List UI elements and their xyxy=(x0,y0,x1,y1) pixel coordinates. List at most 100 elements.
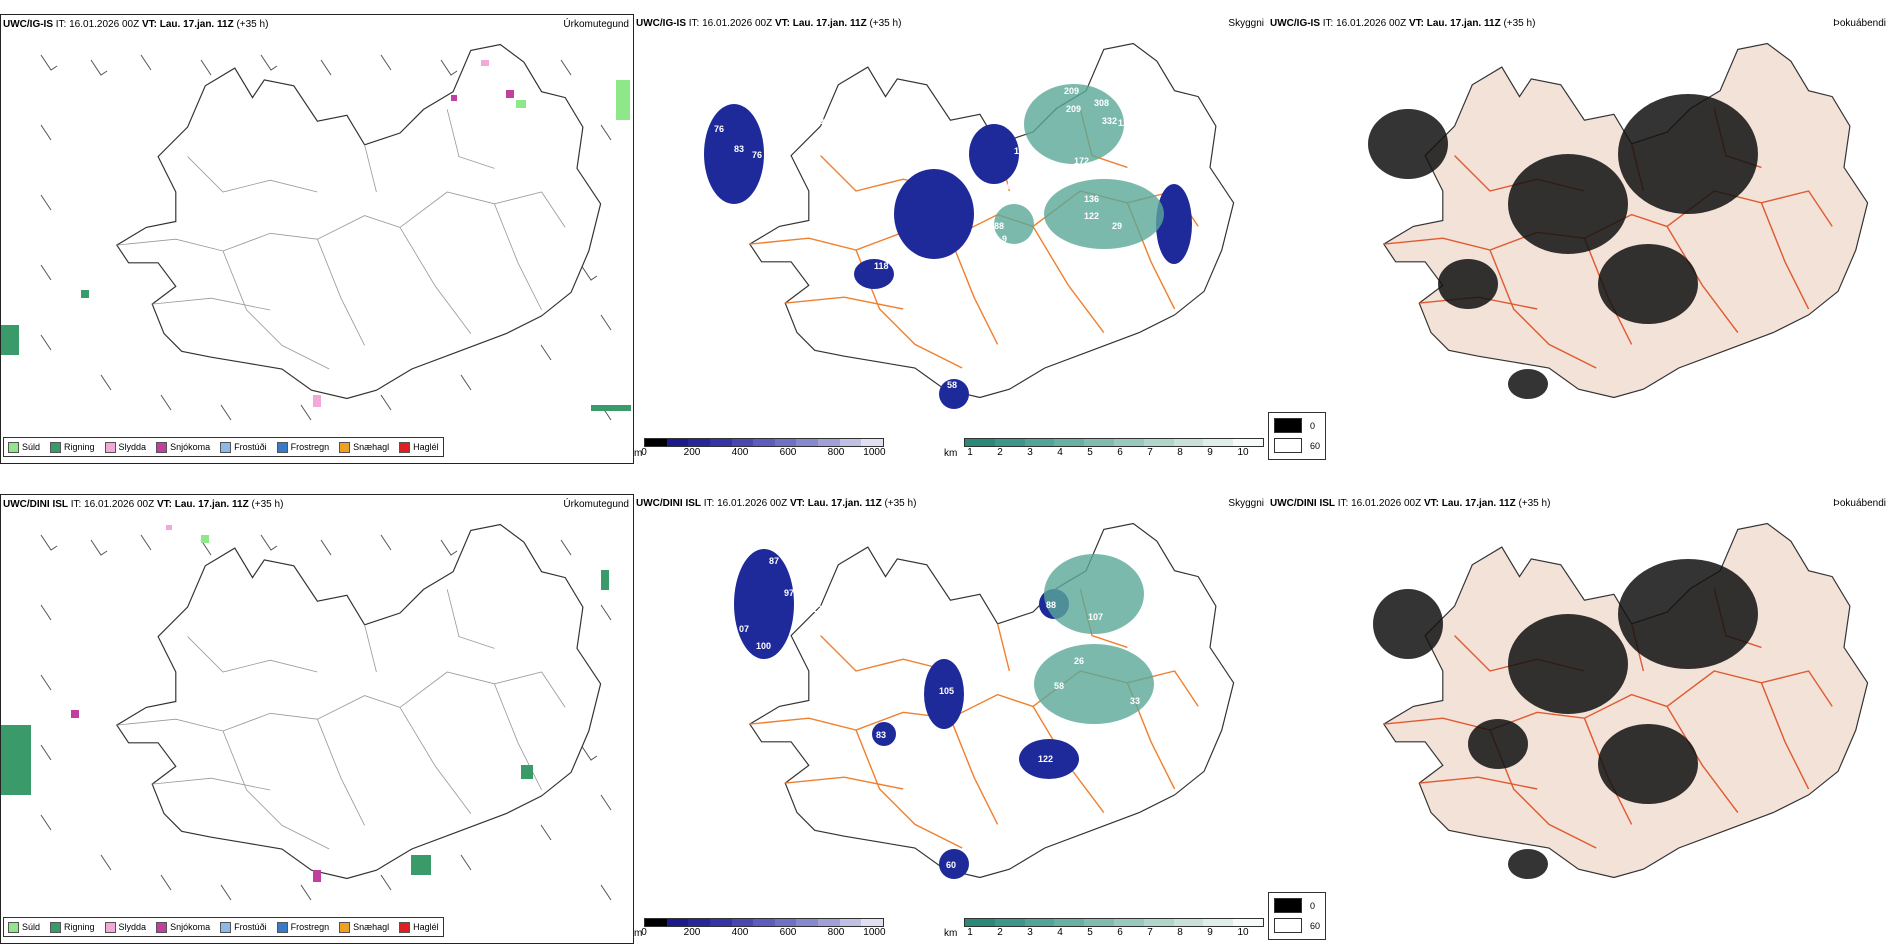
vis-tick: 2 xyxy=(997,447,1003,458)
height-label: 109 xyxy=(809,116,824,126)
height-label: 96 xyxy=(1002,181,1012,191)
precip-patches xyxy=(1,60,631,411)
height-colorbar-top: 0 200 400 600 800 1000 xyxy=(641,438,886,459)
vis-label: 58 xyxy=(1054,681,1064,691)
wind-barbs xyxy=(40,534,612,901)
precip-panel-type-top: Úrkomutegund xyxy=(563,19,629,30)
height-label: 122 xyxy=(1038,754,1053,764)
fog-panel-title-top: UWC/IG-IS IT: 16.01.2026 00Z VT: Lau. 17… xyxy=(1270,18,1536,29)
height-label: 60 xyxy=(946,860,956,870)
vis-panel-type-top: Skyggni xyxy=(1228,18,1264,29)
legend-item: Rigning xyxy=(50,921,95,933)
fog-panel-type-top: Þokuábendi xyxy=(1833,18,1886,29)
height-label: 88 xyxy=(1046,600,1056,610)
legend-item: Frostúði xyxy=(220,441,267,453)
legend-item: Súld xyxy=(8,441,40,453)
height-label: 76 xyxy=(752,150,762,160)
precip-map-bottom xyxy=(1,523,612,901)
cloud-height-panel-top: UWC/IG-IS IT: 16.01.2026 00Z VT: Lau. 17… xyxy=(634,14,1268,464)
height-label: 97 xyxy=(784,588,794,598)
vis-tick: 9 xyxy=(1207,447,1213,458)
height-label: 07 xyxy=(739,624,749,634)
vis-tick: 7 xyxy=(1147,447,1153,458)
vis-label: 12 xyxy=(1118,118,1128,128)
vis-tick: 6 xyxy=(1117,447,1123,458)
vis-tick: 10 xyxy=(1237,447,1249,458)
vis-tick: 1 xyxy=(967,927,973,938)
vis-colorbar-bar xyxy=(964,438,1264,447)
precip-type-panel-bottom: UWC/DINI ISL IT: 16.01.2026 00Z VT: Lau.… xyxy=(0,494,634,944)
precip-map-top xyxy=(1,43,631,421)
precip-patches xyxy=(1,525,609,882)
vis-tick: 3 xyxy=(1027,927,1033,938)
height-label: 114 xyxy=(1029,158,1044,168)
vis-label: 107 xyxy=(1088,612,1103,622)
fog-panel-bottom: UWC/DINI ISL IT: 16.01.2026 00Z VT: Lau.… xyxy=(1268,494,1900,944)
vis-tick: 3 xyxy=(1027,447,1033,458)
legend-item: Frostregn xyxy=(276,921,329,933)
height-tick: 600 xyxy=(779,447,797,458)
height-tick: 200 xyxy=(683,447,701,458)
fog-legend-value: 0 xyxy=(1310,420,1316,431)
legend-item: Snæhagl xyxy=(339,921,389,933)
height-label: 83 xyxy=(876,730,886,740)
legend-item: Snjókoma xyxy=(156,441,210,453)
fog-map-bottom xyxy=(1373,522,1869,879)
legend-item: Snæhagl xyxy=(339,441,389,453)
height-label: 97 xyxy=(784,86,794,96)
height-label: 105 xyxy=(939,686,954,696)
precip-legend-top: Súld Rigning Slydda Snjókoma Frostúði Fr… xyxy=(3,437,444,457)
height-tick: 0 xyxy=(641,927,647,938)
vis-label: 308 xyxy=(1094,98,1109,108)
height-colorbar-bar xyxy=(644,918,884,927)
precip-panel-title-top: UWC/IG-IS IT: 16.01.2026 00Z VT: Lau. 17… xyxy=(3,19,269,30)
fog-panel-type-bottom: Þokuábendi xyxy=(1833,498,1886,509)
wind-barbs xyxy=(40,54,612,421)
cloud-height-map-top: 97 76 83 76 109 116 114 96 88 9 118 14 5… xyxy=(704,42,1235,409)
legend-item: Frostúði xyxy=(220,921,267,933)
vis-tick: 5 xyxy=(1087,447,1093,458)
vis-label: 26 xyxy=(1074,656,1084,666)
vis-tick: 5 xyxy=(1087,927,1093,938)
vis-tick: 8 xyxy=(1177,447,1183,458)
height-label: 100 xyxy=(756,641,771,651)
precip-panel-title-bottom: UWC/DINI ISL IT: 16.01.2026 00Z VT: Lau.… xyxy=(3,499,284,510)
vis-tick: 7 xyxy=(1147,927,1153,938)
height-labels-top: 97 76 83 76 109 116 114 96 88 9 118 14 5… xyxy=(714,86,1128,390)
vis-unit-bottom: km xyxy=(944,928,958,939)
fog-legend-top: 0 60 xyxy=(1268,412,1326,460)
height-label: 87 xyxy=(769,556,779,566)
vis-tick: 4 xyxy=(1057,447,1063,458)
vis-label: 332 xyxy=(1102,116,1117,126)
legend-item: Slydda xyxy=(104,441,146,453)
height-label: 14 xyxy=(944,256,954,266)
fog-map-top xyxy=(1368,42,1869,399)
height-label: 58 xyxy=(947,380,957,390)
fog-panel-title-bottom: UWC/DINI ISL IT: 16.01.2026 00Z VT: Lau.… xyxy=(1270,498,1551,509)
legend-item: Frostregn xyxy=(276,441,329,453)
vis-unit-top: km xyxy=(944,448,958,459)
vis-label: 172 xyxy=(1074,156,1089,166)
height-label: 10 xyxy=(718,606,728,616)
height-tick: 200 xyxy=(683,927,701,938)
vis-colorbar-bar xyxy=(964,918,1264,927)
precip-type-panel-top: UWC/IG-IS IT: 16.01.2026 00Z VT: Lau. 17… xyxy=(0,14,634,464)
cloud-height-panel-bottom: UWC/DINI ISL IT: 16.01.2026 00Z VT: Lau.… xyxy=(634,494,1268,944)
precip-legend-bottom: Súld Rigning Slydda Snjókoma Frostúði Fr… xyxy=(3,917,444,937)
legend-item: Haglél xyxy=(399,441,439,453)
legend-item: Snjókoma xyxy=(156,921,210,933)
height-unit-bottom: m xyxy=(634,928,643,939)
height-labels-bottom: 87 97 13 10 07 100 105 83 122 60 88 107 … xyxy=(718,556,1140,870)
height-label: 83 xyxy=(734,144,744,154)
vis-tick: 8 xyxy=(1177,927,1183,938)
vis-tick: 6 xyxy=(1117,927,1123,938)
fog-legend-bottom: 0 60 xyxy=(1268,892,1326,940)
fog-legend-value: 60 xyxy=(1309,440,1320,451)
height-panel-title-top: UWC/IG-IS IT: 16.01.2026 00Z VT: Lau. 17… xyxy=(636,18,902,29)
height-label: 13 xyxy=(812,604,822,614)
height-tick: 1000 xyxy=(863,927,886,938)
vis-label: 209 xyxy=(1066,104,1081,114)
vis-colorbar-bottom: 1 2 3 4 5 6 7 8 9 10 xyxy=(964,918,1264,939)
vis-tick: 9 xyxy=(1207,927,1213,938)
vis-colorbar-top: 1 2 3 4 5 6 7 8 9 10 xyxy=(964,438,1264,459)
